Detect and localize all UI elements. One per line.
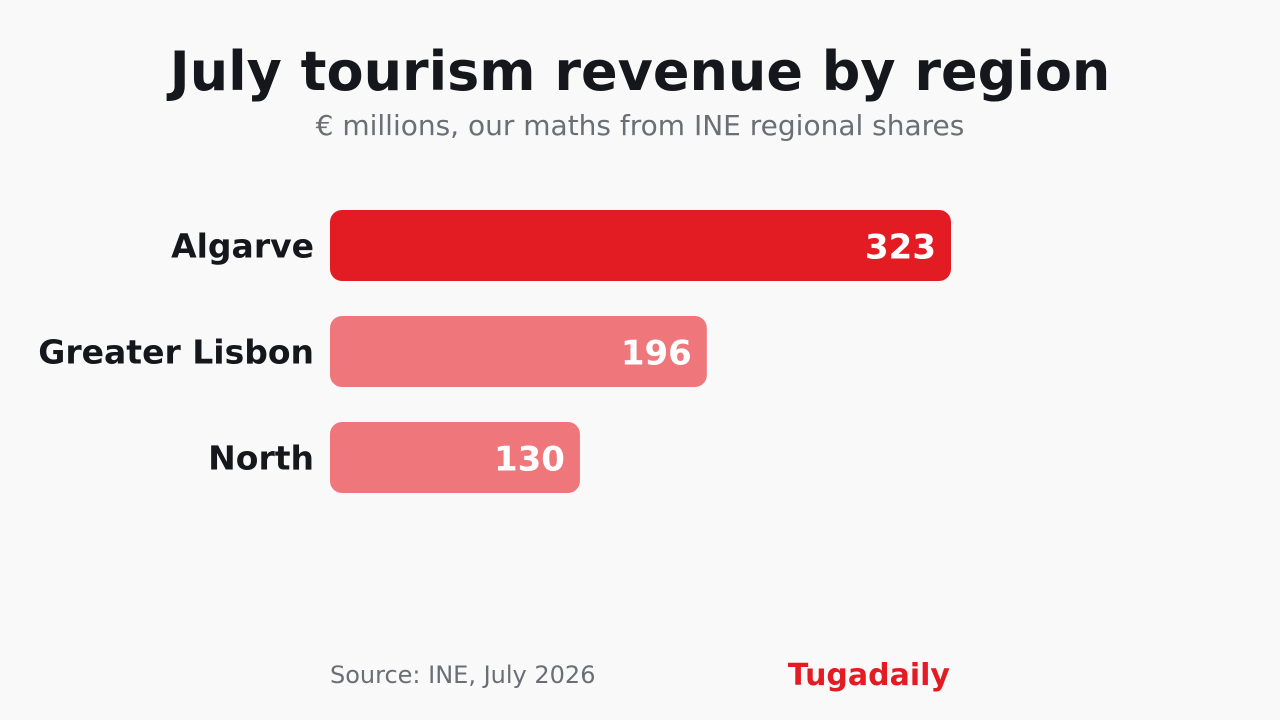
brand-logo: Tugadaily — [788, 658, 951, 693]
bars-group: Algarve 323 Greater Lisbon 196 North 130 — [38, 210, 951, 493]
value-label: 323 — [865, 228, 936, 268]
value-label: 196 — [621, 334, 692, 374]
category-label: North — [208, 439, 314, 478]
category-label: Greater Lisbon — [38, 333, 314, 372]
bar-north — [330, 422, 580, 493]
chart-title: July tourism revenue by region — [166, 40, 1111, 103]
value-label: 130 — [494, 440, 565, 480]
bar-algarve — [330, 210, 951, 281]
bar-greater-lisbon — [330, 316, 707, 387]
source-note: Source: INE, July 2026 — [330, 661, 595, 689]
chart-subtitle: € millions, our maths from INE regional … — [316, 109, 965, 142]
category-label: Algarve — [171, 227, 314, 266]
